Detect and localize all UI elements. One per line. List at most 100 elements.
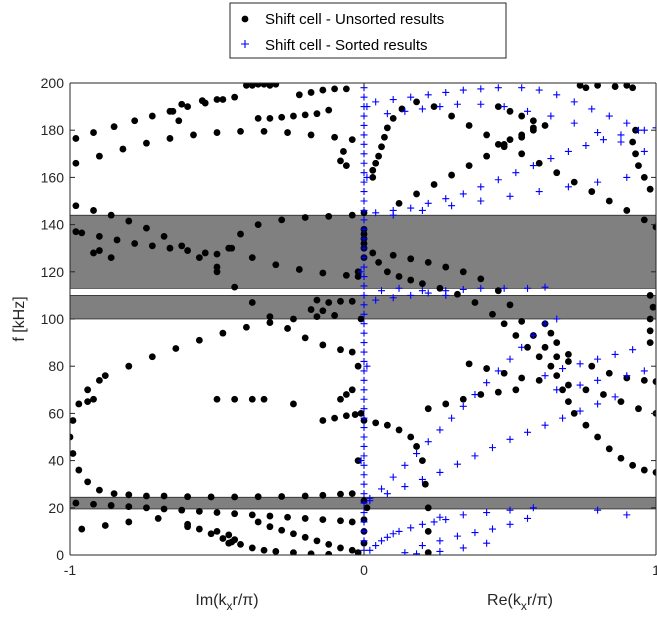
data-point-sorted <box>617 131 625 139</box>
data-point-unsorted <box>342 391 350 398</box>
data-point-sorted <box>407 204 415 212</box>
data-point-unsorted <box>143 492 150 500</box>
data-point-sorted <box>477 197 485 205</box>
data-point-sorted <box>360 159 368 167</box>
data-point-unsorted <box>600 391 607 398</box>
data-point-unsorted <box>337 297 344 305</box>
data-point-unsorted <box>72 499 80 507</box>
data-point-sorted <box>363 103 371 111</box>
data-point-unsorted <box>331 85 338 93</box>
data-point-unsorted <box>213 96 221 103</box>
data-point-unsorted <box>372 419 380 427</box>
data-point-unsorted <box>617 454 625 462</box>
data-point-sorted <box>459 402 467 410</box>
data-point-unsorted <box>107 211 115 219</box>
data-point-unsorted <box>348 546 356 554</box>
data-point-sorted <box>360 509 368 517</box>
data-point-unsorted <box>611 83 619 90</box>
data-point-unsorted <box>357 410 365 417</box>
data-point-sorted <box>506 506 514 514</box>
data-point-unsorted <box>535 376 543 384</box>
data-point-unsorted <box>313 110 321 118</box>
data-point-unsorted <box>407 276 415 284</box>
data-point-unsorted <box>107 254 115 262</box>
data-point-unsorted <box>518 317 526 325</box>
data-point-unsorted <box>207 530 215 538</box>
data-point-unsorted <box>125 503 133 511</box>
data-point-sorted <box>407 291 415 299</box>
data-point-unsorted <box>113 236 121 244</box>
data-point-sorted <box>588 105 596 113</box>
data-point-unsorted <box>110 490 118 498</box>
data-point-sorted <box>360 527 368 535</box>
data-point-unsorted <box>646 327 654 335</box>
data-point-unsorted <box>348 348 356 356</box>
data-point-unsorted <box>500 143 508 151</box>
data-point-unsorted <box>635 405 642 413</box>
data-point-sorted <box>389 211 397 219</box>
data-point-sorted <box>629 346 637 354</box>
data-point-sorted <box>453 100 461 108</box>
data-point-unsorted <box>395 199 403 207</box>
data-point-sorted <box>529 504 537 512</box>
data-point-unsorted <box>266 83 274 89</box>
data-point-sorted <box>506 355 514 363</box>
data-point-unsorted <box>90 207 97 214</box>
data-point-unsorted <box>506 301 514 309</box>
data-point-sorted <box>459 544 467 552</box>
data-point-sorted <box>383 490 391 498</box>
data-point-unsorted <box>96 376 103 384</box>
data-point-sorted <box>360 301 368 309</box>
data-point-unsorted <box>342 271 350 279</box>
data-point-sorted <box>483 539 491 547</box>
data-point-unsorted <box>325 299 333 306</box>
data-point-unsorted <box>278 216 286 224</box>
data-point-unsorted <box>143 139 150 147</box>
data-point-unsorted <box>623 83 631 89</box>
data-point-unsorted <box>278 526 286 534</box>
data-point-sorted <box>389 96 397 104</box>
data-point-unsorted <box>254 115 262 122</box>
data-point-unsorted <box>565 398 572 405</box>
data-point-unsorted <box>518 374 526 382</box>
data-point-sorted <box>360 263 368 271</box>
data-point-sorted <box>360 537 368 545</box>
data-point-unsorted <box>219 535 227 542</box>
data-point-unsorted <box>570 178 578 186</box>
data-point-unsorted <box>148 242 156 250</box>
data-point-unsorted <box>125 217 133 225</box>
data-point-unsorted <box>348 490 356 498</box>
legend-box <box>229 2 507 59</box>
data-point-sorted <box>360 442 368 450</box>
data-point-sorted <box>360 140 368 148</box>
data-point-sorted <box>518 343 526 351</box>
data-point-sorted <box>471 391 479 399</box>
data-point-unsorted <box>623 207 631 214</box>
data-point-unsorted <box>75 400 83 408</box>
data-point-sorted <box>594 178 602 186</box>
data-point-sorted <box>372 542 380 550</box>
legend-marker-unsorted <box>241 15 249 23</box>
data-point-sorted <box>611 393 619 401</box>
data-point-sorted <box>576 360 584 368</box>
data-point-sorted <box>634 126 642 134</box>
data-point-sorted <box>652 124 656 132</box>
data-point-unsorted <box>154 515 162 522</box>
data-point-unsorted <box>381 133 388 141</box>
data-point-sorted <box>360 197 368 205</box>
data-point-sorted <box>512 169 520 177</box>
data-point-unsorted <box>337 346 344 354</box>
data-point-unsorted <box>290 112 297 120</box>
data-point-sorted <box>360 225 368 233</box>
data-point-sorted <box>413 450 421 458</box>
data-point-unsorted <box>166 135 174 142</box>
data-point-sorted <box>360 452 368 460</box>
data-point-unsorted <box>248 511 256 519</box>
data-point-sorted <box>366 546 374 554</box>
data-point-unsorted <box>284 325 291 332</box>
data-point-unsorted <box>582 84 590 92</box>
data-point-unsorted <box>363 504 371 512</box>
data-point-sorted <box>360 518 368 526</box>
data-point-unsorted <box>372 159 380 167</box>
data-point-unsorted <box>237 230 244 238</box>
